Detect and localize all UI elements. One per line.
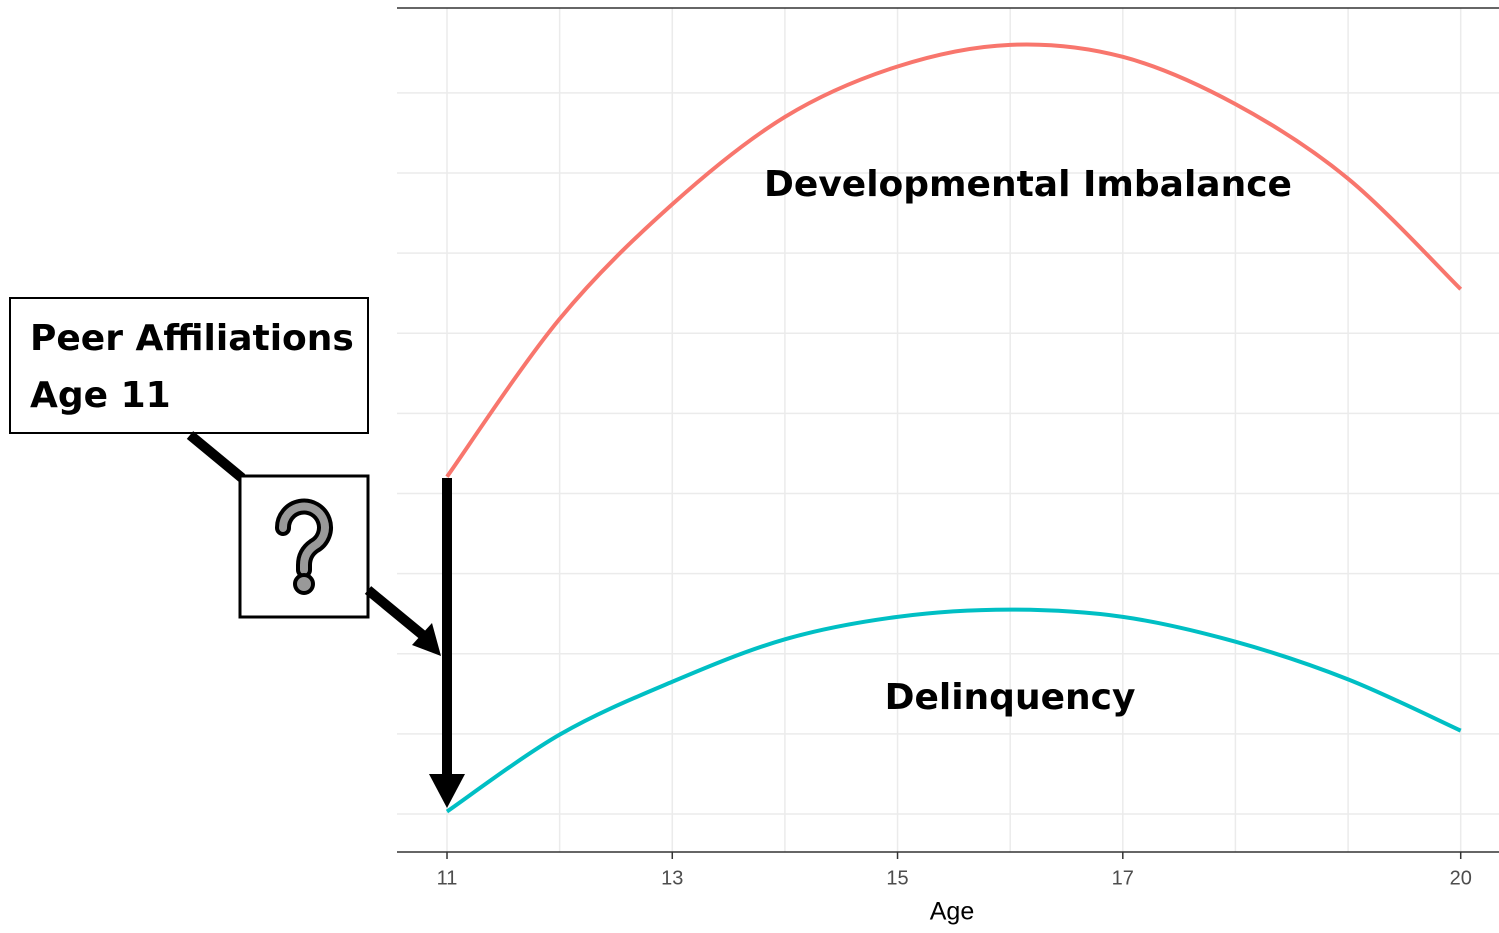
annotation-box [9, 297, 369, 434]
grid [397, 8, 1499, 852]
x-tick-label: 13 [661, 867, 683, 889]
series-label: Developmental Imbalance [764, 164, 1292, 205]
arrow-head [412, 623, 441, 656]
x-tick-label: 15 [886, 867, 908, 889]
series-label: Delinquency [885, 677, 1136, 718]
x-tick-label: 11 [437, 867, 458, 889]
question-icon [274, 498, 333, 595]
x-tick-label: 20 [1450, 867, 1472, 889]
lines [445, 42, 1463, 814]
arrow [364, 586, 429, 641]
arrow-head [429, 774, 465, 808]
series-line [445, 607, 1462, 814]
annotation-line: Peer Affiliations [30, 318, 354, 359]
x-tick-label: 17 [1112, 867, 1134, 889]
x-axis-label: Age [930, 898, 974, 926]
annotation-line: Age 11 [30, 375, 171, 416]
connector [186, 431, 246, 482]
series-line [445, 42, 1463, 478]
